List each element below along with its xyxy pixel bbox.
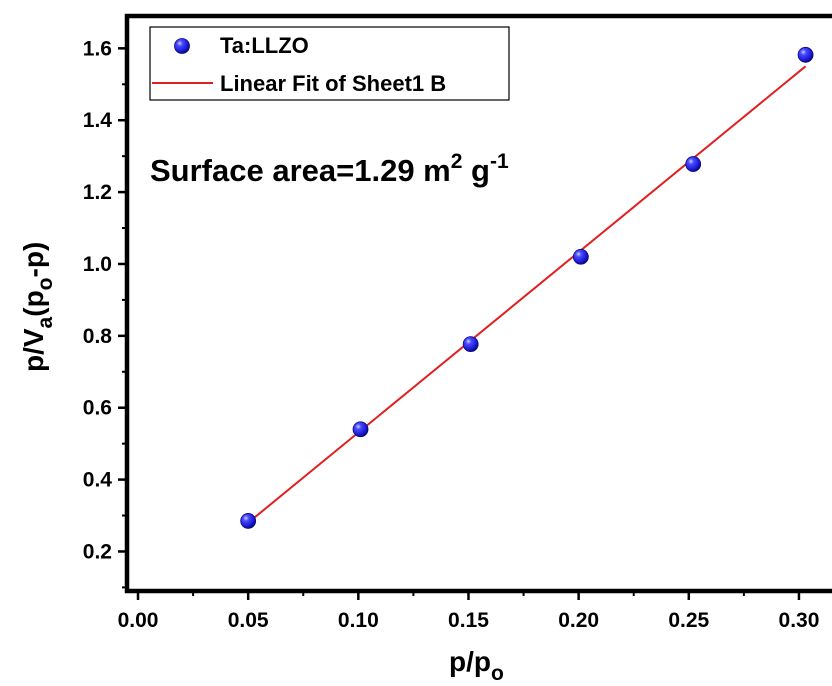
legend-marker-ta-llzo <box>174 38 190 54</box>
data-point <box>240 513 257 529</box>
y-tick-label: 0.2 <box>83 540 112 563</box>
y-tick-label: 1.0 <box>83 253 112 276</box>
y-axis-title-group: p/Va(po-p) <box>18 242 57 372</box>
data-point <box>797 46 814 63</box>
x-tick-label: 0.25 <box>668 609 709 632</box>
legend-box <box>149 26 510 101</box>
x-axis-title: p/po <box>449 646 504 685</box>
x-tick-label: 0.30 <box>779 609 820 632</box>
linear-fit-line <box>247 65 807 524</box>
y-tick-label: 0.4 <box>83 469 113 492</box>
legend: Ta:LLZO Linear Fit of Sheet1 B <box>149 26 510 101</box>
y-tick-label: 1.2 <box>83 181 112 204</box>
y-tick-label: 1.4 <box>83 109 113 132</box>
x-tick-label: 0.10 <box>338 609 379 632</box>
x-tick-label: 0.00 <box>118 609 159 632</box>
y-tick-label: 1.6 <box>83 37 112 60</box>
y-tick-label: 0.6 <box>83 397 112 420</box>
y-tick-label: 0.8 <box>83 325 113 348</box>
y-axis-title: p/Va(po-p) <box>18 242 57 372</box>
data-point <box>685 156 702 172</box>
surface-area-annotation: Surface area=1.29 m2 g-1 <box>150 150 509 188</box>
plot-frame <box>124 13 832 594</box>
legend-sphere <box>174 38 190 54</box>
data-point <box>462 336 479 353</box>
data-point <box>572 248 589 265</box>
plot-series <box>240 46 814 529</box>
x-tick-label: 0.05 <box>228 609 269 632</box>
data-point <box>352 421 369 438</box>
annotation-superscript-2: 2 <box>451 150 463 173</box>
x-tick-label: 0.20 <box>558 609 599 632</box>
x-tick-label: 0.15 <box>448 609 489 632</box>
axis-tick-labels: 0.00 0.05 0.10 0.15 0.20 0.25 0.30 0.2 0.4 0.6 0.8… <box>83 37 820 632</box>
legend-label-linear-fit: Linear Fit of Sheet1 B <box>220 71 446 96</box>
annotation-superscript-minus-1: -1 <box>490 150 509 173</box>
legend-label-ta-llzo: Ta:LLZO <box>220 33 309 58</box>
